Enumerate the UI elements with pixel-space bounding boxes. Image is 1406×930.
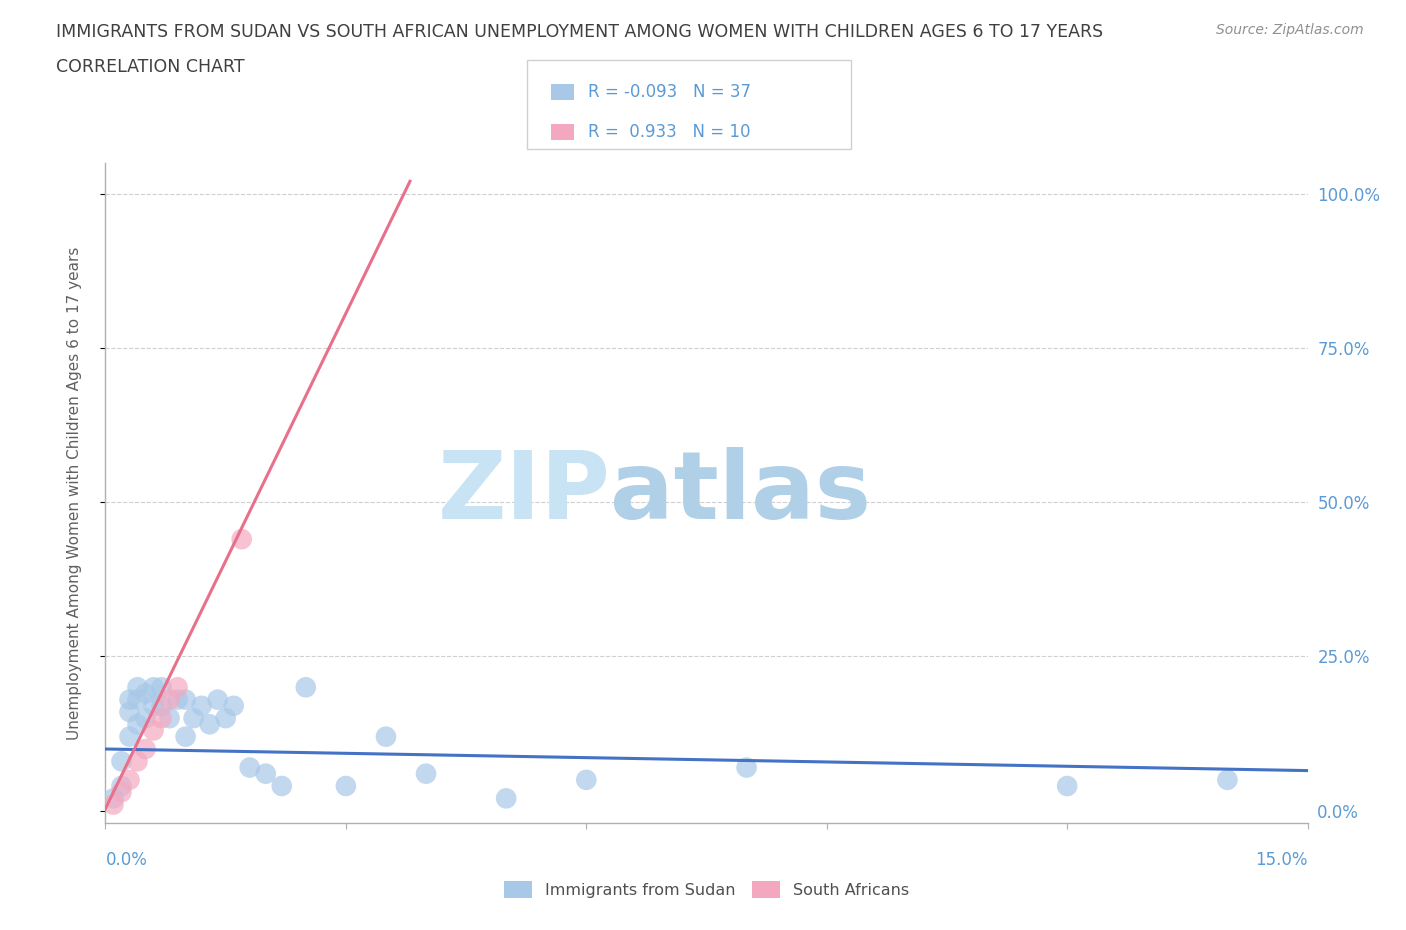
Point <box>103 790 125 805</box>
Point <box>174 692 197 707</box>
Point <box>575 773 598 788</box>
Point <box>150 680 173 695</box>
Point <box>118 692 141 707</box>
Point <box>118 729 141 744</box>
Point <box>1216 773 1239 788</box>
Text: atlas: atlas <box>610 447 872 538</box>
Point <box>222 698 245 713</box>
Point <box>159 711 181 725</box>
Text: Source: ZipAtlas.com: Source: ZipAtlas.com <box>1216 23 1364 37</box>
Text: 15.0%: 15.0% <box>1256 851 1308 870</box>
Point <box>374 729 398 744</box>
Point <box>159 692 181 707</box>
Point <box>231 532 253 547</box>
Text: R =  0.933   N = 10: R = 0.933 N = 10 <box>588 123 751 141</box>
Point <box>150 711 173 725</box>
Point <box>150 698 173 713</box>
Text: IMMIGRANTS FROM SUDAN VS SOUTH AFRICAN UNEMPLOYMENT AMONG WOMEN WITH CHILDREN AG: IMMIGRANTS FROM SUDAN VS SOUTH AFRICAN U… <box>56 23 1104 41</box>
Legend: Immigrants from Sudan, South Africans: Immigrants from Sudan, South Africans <box>498 875 915 904</box>
Point <box>1056 778 1078 793</box>
Point <box>110 754 132 769</box>
Point <box>183 711 205 725</box>
Point <box>142 680 165 695</box>
Point <box>254 766 277 781</box>
Text: CORRELATION CHART: CORRELATION CHART <box>56 58 245 75</box>
Point <box>118 705 141 720</box>
Point <box>110 778 132 793</box>
Point <box>207 692 229 707</box>
Point <box>166 692 188 707</box>
Point <box>415 766 437 781</box>
Y-axis label: Unemployment Among Women with Children Ages 6 to 17 years: Unemployment Among Women with Children A… <box>67 246 82 739</box>
Point <box>198 717 221 732</box>
Point <box>127 680 149 695</box>
Point <box>135 711 157 725</box>
Point <box>142 698 165 713</box>
Point <box>127 717 149 732</box>
Point <box>735 760 758 775</box>
Text: 0.0%: 0.0% <box>105 851 148 870</box>
Point <box>135 741 157 756</box>
Point <box>118 773 141 788</box>
Text: R = -0.093   N = 37: R = -0.093 N = 37 <box>588 83 751 101</box>
Point <box>174 729 197 744</box>
Point <box>214 711 236 725</box>
Point <box>135 686 157 701</box>
Point <box>110 785 132 800</box>
Point <box>295 680 318 695</box>
Point <box>270 778 292 793</box>
Point <box>239 760 262 775</box>
Text: ZIP: ZIP <box>437 447 610 538</box>
Point <box>103 797 125 812</box>
Point <box>495 790 517 805</box>
Point <box>142 723 165 737</box>
Point <box>190 698 212 713</box>
Point <box>127 754 149 769</box>
Point <box>166 680 188 695</box>
Point <box>127 692 149 707</box>
Point <box>335 778 357 793</box>
